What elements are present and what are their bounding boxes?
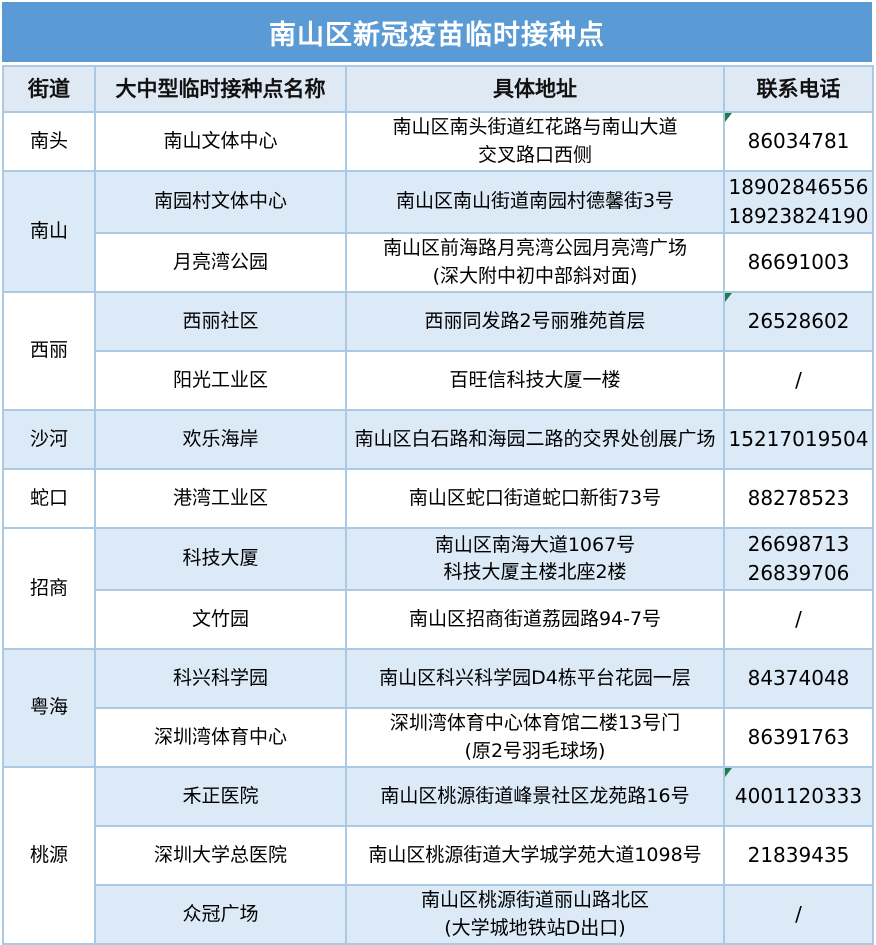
address-cell: 南山区白石路和海园二路的交界处创展广场: [345, 409, 725, 471]
phone-cell: 84374048: [723, 648, 874, 710]
phone-cell: 26528602: [723, 291, 874, 353]
header-row: 街道 大中型临时接种点名称 具体地址 联系电话: [2, 65, 874, 113]
table-row: 桃源 禾正医院 南山区桃源街道峰景社区龙苑路16号 4001120333: [2, 766, 874, 945]
street-cell: 招商: [2, 527, 96, 651]
site-name-cell: 深圳湾体育中心: [94, 707, 347, 769]
site-name-cell: 众冠广场: [94, 884, 347, 945]
table-row: 深圳湾体育中心 深圳湾体育中心体育馆二楼13号门 (原2号羽毛球场) 86391763: [3, 707, 874, 769]
column-header-address: 具体地址: [345, 65, 725, 113]
table-row: 招商 科技大厦 南山区南海大道1067号 科技大厦主楼北座2楼 26698713 2683…: [2, 527, 874, 651]
site-name-cell: 科技大厦: [94, 527, 347, 592]
address-cell: 西丽同发路2号丽雅苑首层: [345, 291, 725, 353]
phone-cell: 18902846556 18923824190: [723, 170, 874, 235]
site-name-cell: 南山文体中心: [94, 110, 347, 173]
table-row: 文竹园 南山区招商街道荔园路94-7号 /: [3, 589, 874, 651]
address-cell: 南山区前海路月亮湾公园月亮湾广场 (深大附中初中部斜对面): [345, 232, 725, 294]
address-cell: 南山区南头街道红花路与南山大道 交叉路口西侧: [345, 110, 725, 173]
table-title: 南山区新冠疫苗临时接种点: [2, 2, 872, 62]
phone-cell: 88278523: [723, 468, 874, 530]
site-name-cell: 月亮湾公园: [94, 232, 347, 294]
street-cell: 沙河: [2, 409, 96, 471]
phone-cell: /: [723, 884, 874, 945]
phone-cell: 15217019504: [723, 409, 874, 471]
column-header-street: 街道: [2, 65, 96, 113]
column-header-site-name: 大中型临时接种点名称: [94, 65, 347, 113]
site-name-cell: 文竹园: [94, 589, 347, 651]
table-row: 深圳大学总医院 南山区桃源街道大学城学苑大道1098号 21839435: [3, 825, 874, 887]
table-body: 南头 南山文体中心 南山区南头街道红花路与南山大道 交叉路口西侧 86034781 南山南…: [2, 110, 874, 945]
phone-cell: 4001120333: [723, 766, 874, 828]
site-name-cell: 深圳大学总医院: [94, 825, 347, 887]
table-row: 蛇口 港湾工业区 南山区蛇口街道蛇口新街73号 88278523: [2, 468, 874, 530]
phone-cell: 86391763: [723, 707, 874, 769]
street-cell: 南头: [2, 110, 96, 173]
table-row: 粤海 科兴科学园 南山区科兴科学园D4栋平台花园一层 84374048: [2, 648, 874, 769]
address-cell: 南山区桃源街道丽山路北区 (大学城地铁站D出口): [345, 884, 725, 945]
table-row: 月亮湾公园 南山区前海路月亮湾公园月亮湾广场 (深大附中初中部斜对面) 8669100…: [3, 232, 874, 294]
address-cell: 百旺信科技大厦一楼: [345, 350, 725, 412]
site-name-cell: 科兴科学园: [94, 648, 347, 710]
site-name-cell: 阳光工业区: [94, 350, 347, 412]
site-name-cell: 禾正医院: [94, 766, 347, 828]
address-cell: 南山区招商街道荔园路94-7号: [345, 589, 725, 651]
site-name-cell: 港湾工业区: [94, 468, 347, 530]
table-row: 南头 南山文体中心 南山区南头街道红花路与南山大道 交叉路口西侧 86034781: [2, 110, 874, 173]
street-cell: 南山: [2, 170, 96, 294]
street-cell: 蛇口: [2, 468, 96, 530]
address-cell: 南山区桃源街道峰景社区龙苑路16号: [345, 766, 725, 828]
street-cell: 桃源: [2, 766, 96, 945]
address-cell: 南山区南海大道1067号 科技大厦主楼北座2楼: [345, 527, 725, 592]
table-row: 沙河 欢乐海岸 南山区白石路和海园二路的交界处创展广场 15217019504: [2, 409, 874, 471]
phone-cell: /: [723, 350, 874, 412]
excel-error-triangle-icon: [726, 294, 732, 303]
site-name-cell: 欢乐海岸: [94, 409, 347, 471]
phone-cell: 86691003: [723, 232, 874, 294]
phone-cell: 21839435: [723, 825, 874, 887]
site-name-cell: 西丽社区: [94, 291, 347, 353]
excel-error-triangle-icon: [726, 769, 732, 778]
address-cell: 深圳湾体育中心体育馆二楼13号门 (原2号羽毛球场): [345, 707, 725, 769]
phone-cell: /: [723, 589, 874, 651]
street-cell: 西丽: [2, 291, 96, 412]
vaccination-sites-table: 街道 大中型临时接种点名称 具体地址 联系电话 南头 南山文体中心 南山区南头街道红…: [2, 65, 874, 945]
address-cell: 南山区南山街道南园村德馨街3号: [345, 170, 725, 235]
table-row: 西丽 西丽社区 西丽同发路2号丽雅苑首层 26528602: [2, 291, 874, 412]
address-cell: 南山区科兴科学园D4栋平台花园一层: [345, 648, 725, 710]
address-cell: 南山区桃源街道大学城学苑大道1098号: [345, 825, 725, 887]
table-row: 众冠广场 南山区桃源街道丽山路北区 (大学城地铁站D出口) /: [3, 884, 874, 945]
phone-cell: 86034781: [723, 110, 874, 173]
table-row: 阳光工业区 百旺信科技大厦一楼 /: [3, 350, 874, 412]
street-cell: 粤海: [2, 648, 96, 769]
phone-cell: 26698713 26839706: [723, 527, 874, 592]
excel-error-triangle-icon: [726, 114, 732, 122]
column-header-phone: 联系电话: [723, 65, 874, 113]
address-cell: 南山区蛇口街道蛇口新街73号: [345, 468, 725, 530]
table-row: 南山 南园村文体中心 南山区南山街道南园村德馨街3号 18902846556 18923…: [2, 170, 874, 294]
site-name-cell: 南园村文体中心: [94, 170, 347, 235]
